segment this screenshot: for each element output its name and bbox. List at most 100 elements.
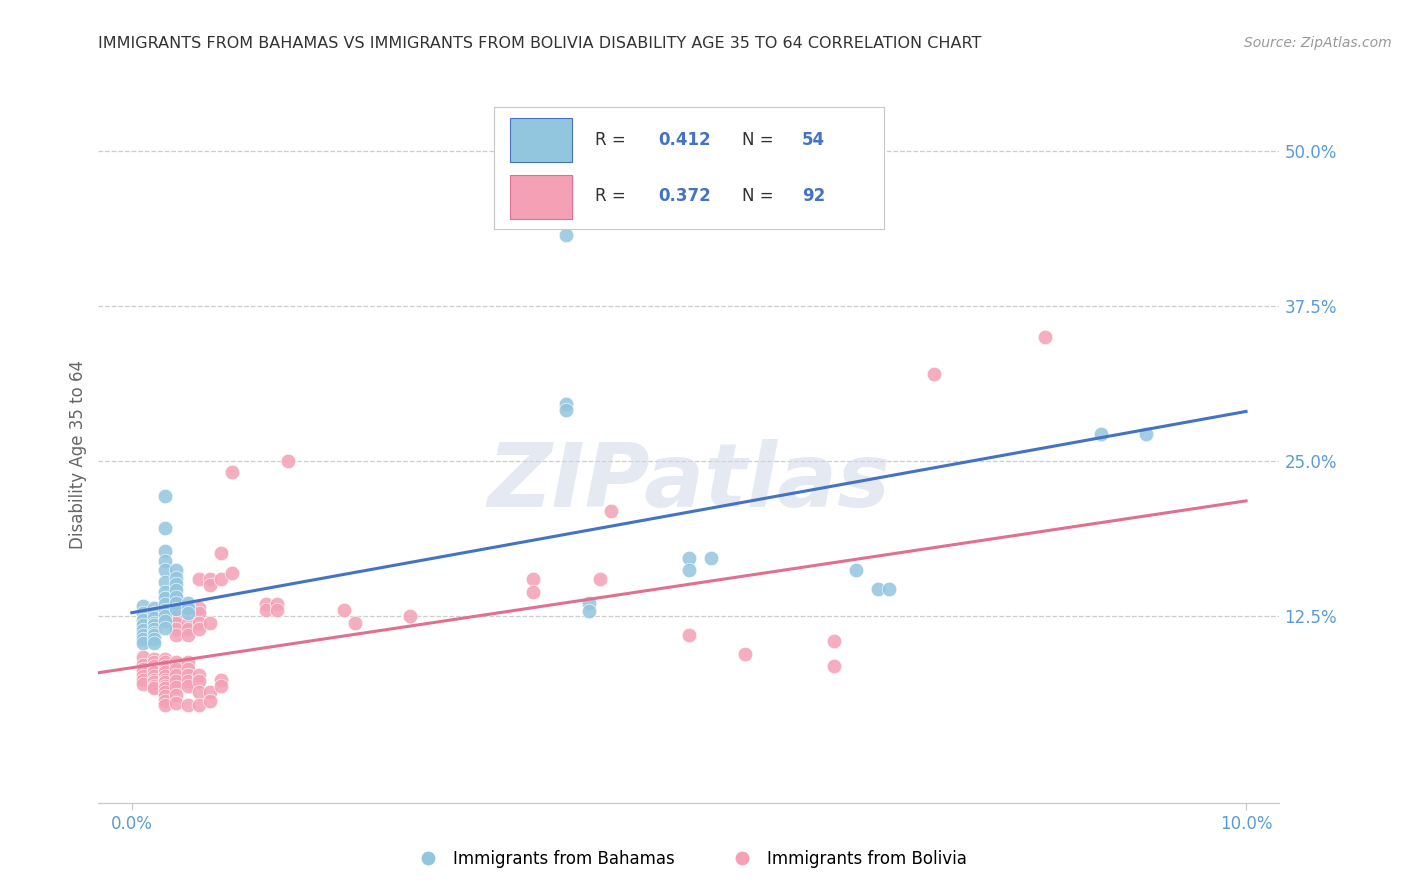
Point xyxy=(209,572,232,586)
Point xyxy=(165,615,187,630)
Point xyxy=(132,613,155,627)
Point xyxy=(165,680,187,694)
Point xyxy=(132,606,155,620)
Point xyxy=(165,596,187,610)
Point xyxy=(155,543,177,558)
Point xyxy=(143,632,166,646)
Point xyxy=(176,662,198,676)
Point xyxy=(678,564,700,578)
Point xyxy=(155,659,177,673)
Y-axis label: Disability Age 35 to 64: Disability Age 35 to 64 xyxy=(69,360,87,549)
Point xyxy=(155,564,177,578)
Point xyxy=(143,625,166,640)
Point xyxy=(600,504,623,518)
Point xyxy=(1035,330,1057,344)
Point xyxy=(209,679,232,693)
Point xyxy=(176,622,198,636)
Point xyxy=(176,615,198,630)
Point xyxy=(155,597,177,611)
Point xyxy=(155,675,177,690)
Point xyxy=(155,553,177,567)
Point xyxy=(143,656,166,670)
Point xyxy=(555,227,578,242)
Point xyxy=(187,668,209,682)
Text: Source: ZipAtlas.com: Source: ZipAtlas.com xyxy=(1244,36,1392,50)
Point xyxy=(266,603,288,617)
Point xyxy=(155,521,177,535)
Point xyxy=(187,698,209,712)
Point xyxy=(165,668,187,682)
Point xyxy=(176,679,198,693)
Point xyxy=(143,606,166,620)
Point xyxy=(143,663,166,677)
Point xyxy=(155,663,177,677)
Point xyxy=(132,618,155,632)
Point xyxy=(589,572,612,586)
Point xyxy=(132,650,155,665)
Point xyxy=(132,623,155,637)
Point xyxy=(823,659,845,673)
Point xyxy=(165,571,187,585)
Point xyxy=(176,628,198,642)
Point xyxy=(165,697,187,711)
Point xyxy=(578,596,600,610)
Point xyxy=(132,635,155,649)
Point xyxy=(254,597,277,611)
Point xyxy=(176,596,198,610)
Point xyxy=(700,551,723,566)
Point xyxy=(176,656,198,670)
Point xyxy=(155,656,177,670)
Point xyxy=(198,578,221,592)
Point xyxy=(176,698,198,712)
Point xyxy=(176,674,198,689)
Point xyxy=(165,602,187,616)
Point xyxy=(165,590,187,604)
Point xyxy=(143,665,166,680)
Point xyxy=(143,618,166,632)
Point xyxy=(1135,426,1157,441)
Point xyxy=(399,609,422,624)
Point xyxy=(165,609,187,624)
Point xyxy=(678,628,700,642)
Point xyxy=(165,656,187,670)
Point xyxy=(155,669,177,683)
Point xyxy=(165,628,187,642)
Legend: Immigrants from Bahamas, Immigrants from Bolivia: Immigrants from Bahamas, Immigrants from… xyxy=(405,843,973,874)
Point xyxy=(266,597,288,611)
Point xyxy=(155,673,177,687)
Point xyxy=(209,673,232,687)
Point xyxy=(198,694,221,708)
Point xyxy=(678,551,700,566)
Point xyxy=(187,600,209,615)
Point xyxy=(155,698,177,712)
Point xyxy=(578,605,600,619)
Point xyxy=(132,662,155,676)
Point xyxy=(187,606,209,620)
Point xyxy=(155,681,177,696)
Point xyxy=(277,454,299,468)
Point xyxy=(734,647,756,661)
Point xyxy=(176,600,198,615)
Point xyxy=(187,674,209,689)
Point xyxy=(155,591,177,605)
Point xyxy=(198,685,221,699)
Point xyxy=(155,489,177,503)
Point xyxy=(155,574,177,589)
Point xyxy=(143,635,166,649)
Point xyxy=(155,603,177,617)
Point xyxy=(343,615,366,630)
Point xyxy=(165,596,187,610)
Point xyxy=(176,668,198,682)
Point xyxy=(176,606,198,620)
Point xyxy=(155,621,177,635)
Point xyxy=(155,685,177,699)
Point xyxy=(143,673,166,687)
Point xyxy=(155,665,177,680)
Point xyxy=(209,546,232,560)
Point xyxy=(555,397,578,411)
Point xyxy=(165,622,187,636)
Point xyxy=(522,584,544,599)
Text: ZIPatlas: ZIPatlas xyxy=(488,439,890,526)
Point xyxy=(155,689,177,703)
Point xyxy=(143,600,166,615)
